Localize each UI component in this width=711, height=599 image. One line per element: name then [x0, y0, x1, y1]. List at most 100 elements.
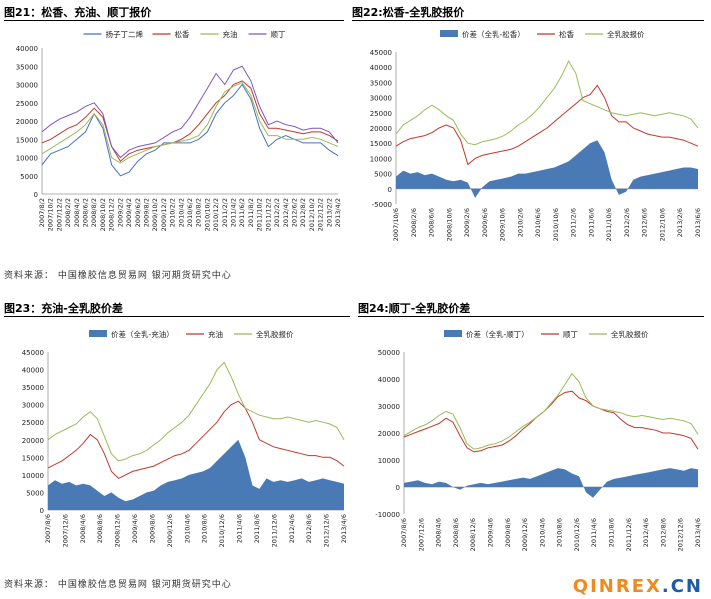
- chart23-xtick-label: 2008/4/6: [79, 514, 87, 543]
- chart21-xtick-label: 2010/8/2: [195, 198, 203, 227]
- chart22-legend-label: 全乳胶报价: [607, 29, 645, 39]
- chart22-ytick-label: 35000: [370, 79, 392, 87]
- chart24-xtick-label: 2011/4/6: [590, 518, 598, 547]
- chart21-xtick-label: 2009/6/2: [134, 198, 142, 227]
- chart23-xtick-label: 2013/4/6: [340, 514, 348, 543]
- chart22-legend-swatch: [440, 30, 458, 37]
- chart22-xtick-label: 2007/10/6: [392, 208, 400, 241]
- chart21-xtick-label: 2012/4/2: [282, 198, 290, 227]
- chart21-xtick-label: 2010/2/2: [169, 198, 177, 227]
- chart22-title-rule: [352, 20, 704, 21]
- chart23-xtick-label: 2011/4/6: [236, 514, 244, 543]
- chart24-xtick-label: 2012/4/6: [642, 518, 650, 547]
- chart22-xtick-label: 2011/10/6: [605, 208, 613, 241]
- chart22-series-2: [395, 60, 699, 146]
- chart21-title-rule: [4, 20, 344, 21]
- chart24-xtick-label: 2010/4/6: [538, 518, 546, 547]
- chart21-xtick-label: 2012/10/2: [308, 198, 316, 231]
- chart21: 0 5000 10000 15000 20000 25000 30000 35000 40000…: [16, 29, 342, 231]
- chart22-xtick-label: 2009/2/6: [463, 208, 471, 237]
- chart21-legend-label: 顺丁: [271, 30, 286, 39]
- chart22-xtick-label: 2012/10/6: [658, 208, 666, 241]
- chart21-series-0: [41, 83, 339, 177]
- chart24-xtick-label: 2011/8/6: [608, 518, 616, 547]
- chart23-legend-label: 全乳胶报价: [256, 329, 294, 339]
- chart21-xtick-label: 2008/10/2: [99, 198, 107, 231]
- chart21-xtick-label: 2008/8/2: [90, 198, 98, 227]
- chart21-xtick-label: 2009/2/2: [116, 198, 124, 227]
- chart23-ytick-label: 25000: [22, 419, 44, 427]
- chart21-ytick-label: 5000: [20, 173, 38, 181]
- chart23-xtick-label: 2009/12/6: [166, 514, 174, 547]
- chart23-legend-swatch: [89, 330, 107, 337]
- chart22-ytick-label: 25000: [370, 110, 392, 118]
- chart21-xtick-label: 2011/6/2: [238, 198, 246, 227]
- chart24-xtick-label: 2009/4/6: [486, 518, 494, 547]
- chart23-xtick-label: 2010/8/6: [201, 514, 209, 543]
- chart22-ytick-label: 15000: [370, 140, 392, 148]
- chart24-xtick-label: 2009/8/6: [504, 518, 512, 547]
- chart21-xtick-label: 2008/2/2: [64, 198, 72, 227]
- chart22-ytick-label: -5000: [372, 201, 392, 209]
- chart21-ytick-label: 40000: [16, 45, 38, 53]
- chart24-ytick-label: 40000: [378, 376, 400, 384]
- chart22-xtick-label: 2011/6/6: [587, 208, 595, 237]
- chart23-title: 图23：充油-全乳胶价差: [4, 302, 123, 315]
- chart24-ytick-label: 0: [396, 484, 400, 492]
- chart24-title-rule: [358, 316, 704, 317]
- data-source-bottom: 资料来源： 中国橡胶信息贸易网 银河期货研究中心: [4, 580, 232, 590]
- chart24-xtick-label: 2009/12/6: [521, 518, 529, 551]
- watermark-part2: .CN: [661, 576, 703, 597]
- chart21-series-2: [41, 82, 339, 164]
- chart21-xtick-label: 2009/12/2: [160, 198, 168, 231]
- chart23-ytick-label: 15000: [22, 454, 44, 462]
- chart22-legend-label: 松香: [559, 29, 574, 39]
- chart24-ytick-label: 30000: [378, 403, 400, 411]
- chart21-xtick-label: 2011/4/2: [230, 198, 238, 227]
- chart21-xtick-label: 2011/2/2: [221, 198, 229, 227]
- chart22-series-0: [396, 140, 698, 198]
- chart23-xtick-label: 2011/12/6: [270, 514, 278, 547]
- chart24-xtick-label: 2008/12/6: [469, 518, 477, 551]
- chart23-xtick-label: 2012/8/6: [305, 514, 313, 543]
- chart23-ytick-label: 20000: [22, 437, 44, 445]
- chart24-xtick-label: 2012/8/6: [659, 518, 667, 547]
- chart21-xtick-label: 2011/8/2: [247, 198, 255, 227]
- chart21-legend-label: 松香: [175, 29, 190, 39]
- chart21-series-1: [41, 80, 339, 162]
- chart23-legend-label: 价差（全乳-充油）: [111, 329, 174, 339]
- chart24-legend-label: 价差（全乳-顺丁）: [466, 329, 529, 339]
- chart22-xtick-label: 2010/10/6: [552, 208, 560, 241]
- chart21-ytick-label: 0: [34, 191, 38, 199]
- chart22-series-1: [395, 84, 699, 166]
- chart21-xtick-label: 2009/8/2: [142, 198, 150, 227]
- chart21-xtick-label: 2010/6/2: [186, 198, 194, 227]
- chart23-ytick-label: 30000: [22, 402, 44, 410]
- watermark-part1: QINREX: [572, 576, 662, 597]
- chart22-ytick-label: 20000: [370, 125, 392, 133]
- chart24-xtick-label: 2011/12/6: [625, 518, 633, 551]
- chart22-ytick-label: 45000: [370, 49, 392, 57]
- chart23-ytick-label: 10000: [22, 472, 44, 480]
- chart23-ytick-label: 35000: [22, 384, 44, 392]
- chart21-xtick-label: 2010/10/2: [203, 198, 211, 231]
- chart22-xtick-label: 2009/10/6: [499, 208, 507, 241]
- chart21-xtick-label: 2007/8/2: [38, 198, 46, 227]
- chart24-xtick-label: 2013/4/6: [694, 518, 702, 547]
- chart24-title: 图24:顺丁-全乳胶价差: [358, 302, 471, 315]
- chart21-ytick-label: 35000: [16, 63, 38, 71]
- chart22-title: 图22:松香-全乳胶报价: [352, 6, 465, 19]
- chart21-xtick-label: 2008/6/2: [82, 198, 90, 227]
- chart23-title-rule: [4, 316, 350, 317]
- chart23: 0 5000 10000 15000 20000 25000 30000 35000 40000…: [22, 329, 348, 547]
- chart23-ytick-label: 45000: [22, 349, 44, 357]
- data-source-top: 资料来源： 中国橡胶信息贸易网 银河期货研究中心: [4, 271, 232, 281]
- chart22-ytick-label: 5000: [374, 171, 392, 179]
- chart22-xtick-label: 2008/10/6: [445, 208, 453, 241]
- chart22-xtick-label: 2010/2/6: [516, 208, 524, 237]
- chart22-xtick-label: 2008/2/6: [410, 208, 418, 237]
- chart21-legend-label: 扬子丁二烯: [106, 29, 144, 39]
- chart21-xtick-label: 2013/2/2: [325, 198, 333, 227]
- chart22-ytick-label: 40000: [370, 64, 392, 72]
- chart24-xtick-label: 2008/4/6: [435, 518, 443, 547]
